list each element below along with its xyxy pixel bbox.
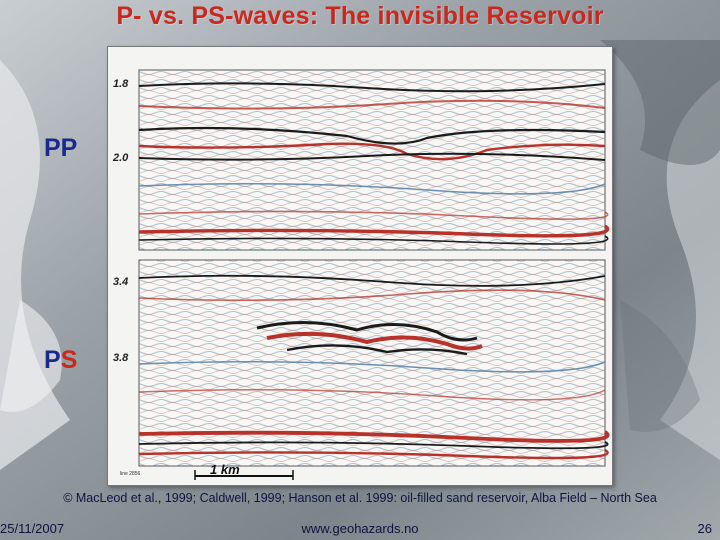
page-number: 26 [697, 521, 712, 536]
footer-url: www.geohazards.no [301, 521, 419, 536]
slide-title: P- vs. PS-waves: The invisible Reservoir [116, 2, 604, 30]
scale-bar [194, 470, 294, 480]
pp-time-tick: 2.0 [113, 152, 129, 164]
seismic-line-label: line 2856 [120, 471, 141, 477]
ps-seismic-panel [138, 259, 610, 467]
seismic-sections [138, 69, 610, 480]
footer-date: 25/11/2007 [0, 521, 65, 536]
source-credit: © MacLeod et al., 1999; Caldwell, 1999; … [63, 491, 657, 505]
ps-wave-label: PS [44, 346, 78, 374]
ps-time-tick: 3.4 [113, 276, 129, 288]
scale-bar-label: 1 km [210, 462, 240, 477]
pp-seismic-panel [138, 69, 610, 251]
pp-wave-label: PP [44, 134, 78, 162]
pp-time-tick: 1.8 [113, 78, 129, 90]
ps-time-tick: 3.8 [113, 352, 129, 364]
